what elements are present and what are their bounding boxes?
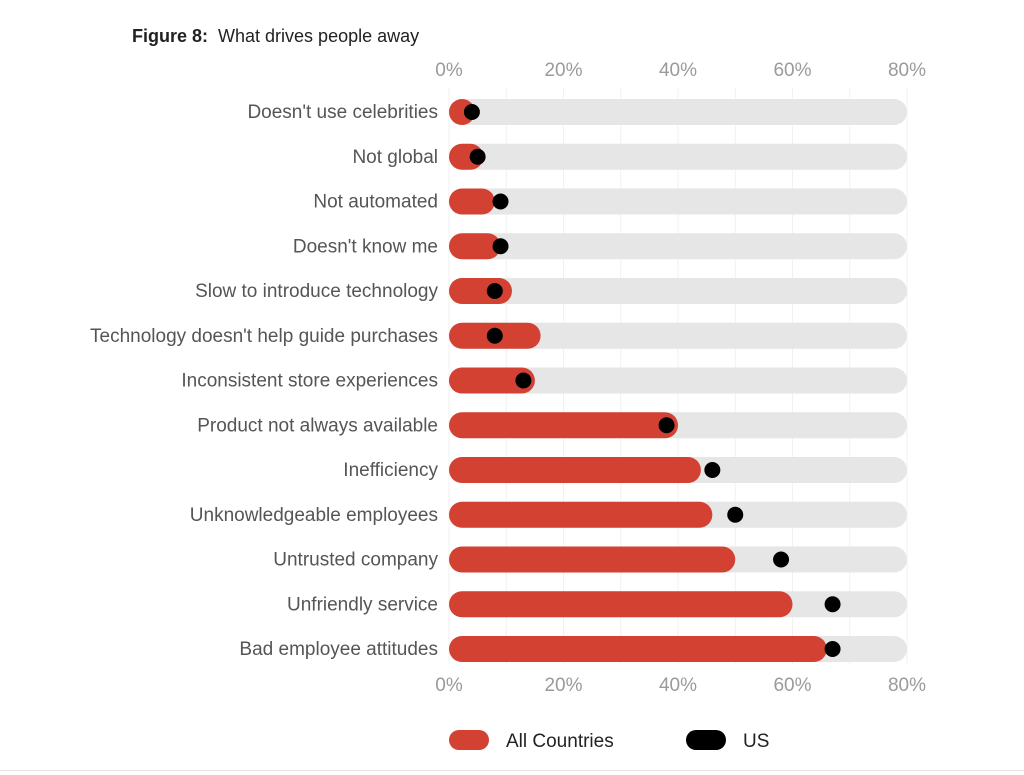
x-tick-label-bottom: 20% <box>544 675 582 696</box>
category-label: Untrusted company <box>273 550 438 571</box>
bar-all-countries <box>449 501 713 528</box>
bar-track <box>449 367 907 394</box>
x-tick-label-top: 20% <box>544 60 582 81</box>
category-label: Doesn't know me <box>293 236 438 257</box>
dot-us <box>492 193 509 210</box>
x-tick-label-bottom: 40% <box>659 675 697 696</box>
dot-us <box>463 104 480 120</box>
x-tick-label-top: 0% <box>435 60 463 81</box>
category-label: Inconsistent store experiences <box>181 371 438 392</box>
legend-swatch-us <box>686 730 726 750</box>
x-tick-label-top: 40% <box>659 60 697 81</box>
bar-all-countries <box>449 367 535 394</box>
legend-label-us: US <box>743 731 769 752</box>
bar-all-countries <box>449 591 793 618</box>
bar-all-countries <box>449 188 495 215</box>
dot-us <box>515 372 532 389</box>
bottom-divider <box>0 770 1024 771</box>
bar-all-countries <box>449 233 501 260</box>
figure-title-text: What drives people away <box>218 26 419 46</box>
category-label: Not automated <box>313 192 438 213</box>
figure-title-prefix: Figure 8: <box>132 26 208 46</box>
dots-us <box>463 104 841 657</box>
x-tick-label-bottom: 0% <box>435 675 463 696</box>
dot-us <box>824 641 841 657</box>
category-labels: Doesn't use celebrities Not global Not aut… <box>90 102 438 660</box>
x-tick-label-top: 60% <box>773 60 811 81</box>
legend-swatch-all-countries <box>449 730 489 750</box>
category-label: Unknowledgeable employees <box>190 505 438 526</box>
bar-all-countries <box>449 636 827 662</box>
dot-us <box>773 551 790 568</box>
bar-track <box>449 143 907 170</box>
category-label: Unfriendly service <box>287 594 438 615</box>
category-label: Product not always available <box>197 415 438 436</box>
bar-all-countries <box>449 546 736 573</box>
bar-track <box>449 322 907 349</box>
dot-us <box>727 506 744 523</box>
x-tick-label-bottom: 60% <box>773 675 811 696</box>
x-tick-label-top: 80% <box>888 60 926 81</box>
legend-label-all-countries: All Countries <box>506 731 614 752</box>
dot-us <box>486 283 503 299</box>
legend: All Countries US <box>449 730 769 752</box>
bar-track <box>449 233 907 260</box>
x-tick-label-bottom: 80% <box>888 675 926 696</box>
dot-us <box>658 417 675 434</box>
x-axis-bottom: 0% 20% 40% 60% 80% <box>435 675 926 696</box>
category-label: Doesn't use celebrities <box>247 102 438 123</box>
category-label: Bad employee attitudes <box>239 639 438 660</box>
bar-all-countries <box>449 457 701 483</box>
figure-title: Figure 8: What drives people away <box>132 26 419 46</box>
dot-us <box>704 462 721 478</box>
category-label: Slow to introduce technology <box>195 281 438 302</box>
category-label: Inefficiency <box>343 460 438 481</box>
bar-track <box>449 188 907 215</box>
bar-all-countries <box>449 412 678 439</box>
bar-track <box>449 278 907 304</box>
dot-us <box>486 327 503 344</box>
dot-us <box>824 596 841 613</box>
x-axis-top: 0% 20% 40% 60% 80% <box>435 60 926 81</box>
bar-track <box>449 99 907 125</box>
dot-us <box>469 148 486 165</box>
dot-us <box>492 238 509 255</box>
category-label: Not global <box>352 147 438 168</box>
category-label: Technology doesn't help guide purchases <box>90 326 438 347</box>
